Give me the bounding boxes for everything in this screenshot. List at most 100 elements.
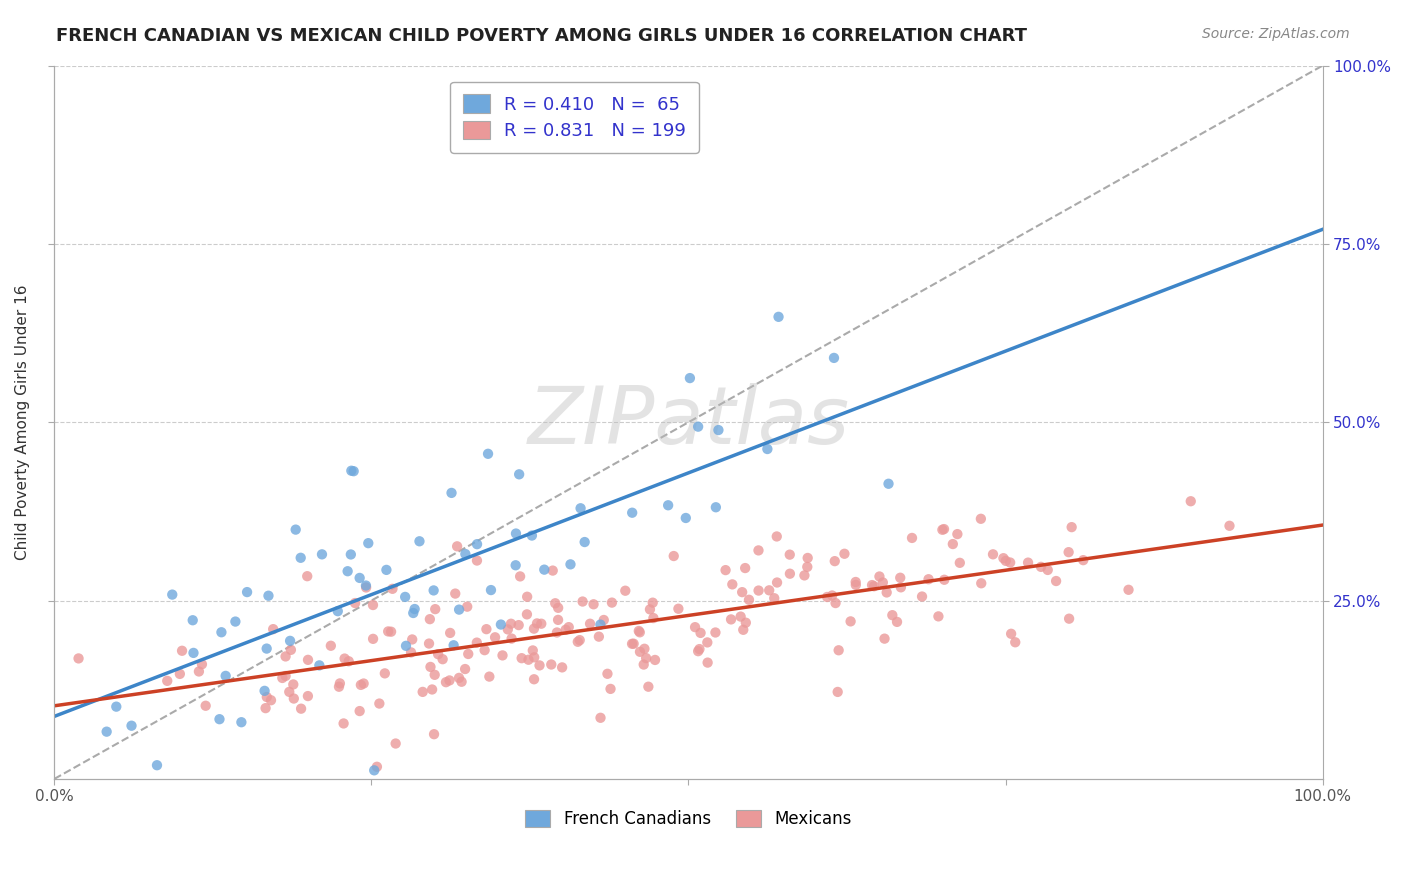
Point [419, 660, 441, 674]
Point [105, 699, 128, 714]
Point [733, 623, 755, 637]
Point [1118, 582, 1140, 597]
Point [547, 600, 569, 615]
Point [510, 651, 533, 665]
Point [508, 467, 530, 482]
Point [384, 737, 406, 751]
Point [256, 641, 278, 656]
Point [508, 618, 530, 632]
Point [353, 676, 375, 690]
Point [763, 591, 786, 606]
Point [596, 666, 619, 681]
Point [523, 650, 546, 665]
Point [290, 550, 312, 565]
Point [796, 560, 818, 574]
Point [349, 571, 371, 585]
Point [1071, 553, 1094, 567]
Point [621, 506, 644, 520]
Point [1218, 518, 1240, 533]
Point [845, 578, 868, 592]
Point [169, 667, 191, 681]
Point [633, 657, 655, 672]
Point [489, 617, 512, 632]
Point [439, 673, 461, 688]
Point [934, 573, 956, 587]
Point [827, 685, 849, 699]
Point [402, 606, 425, 620]
Point [516, 607, 538, 622]
Point [793, 568, 815, 582]
Point [422, 583, 444, 598]
Point [260, 693, 283, 707]
Point [546, 625, 568, 640]
Point [214, 669, 236, 683]
Point [623, 637, 645, 651]
Point [824, 554, 846, 568]
Point [567, 634, 589, 648]
Point [643, 611, 665, 625]
Point [868, 569, 890, 583]
Point [747, 543, 769, 558]
Point [688, 419, 710, 434]
Point [720, 612, 742, 626]
Point [766, 575, 789, 590]
Point [423, 668, 446, 682]
Point [860, 578, 883, 592]
Point [588, 630, 610, 644]
Point [675, 511, 697, 525]
Point [768, 310, 790, 324]
Point [688, 644, 710, 658]
Point [440, 486, 463, 500]
Point [368, 697, 391, 711]
Point [582, 597, 605, 611]
Point [401, 632, 423, 647]
Point [707, 423, 730, 437]
Point [756, 442, 779, 456]
Point [333, 651, 356, 665]
Point [121, 719, 143, 733]
Point [721, 577, 744, 591]
Point [297, 569, 319, 583]
Point [628, 645, 651, 659]
Point [484, 630, 506, 644]
Point [529, 658, 551, 673]
Point [526, 616, 548, 631]
Point [614, 583, 637, 598]
Point [821, 589, 844, 603]
Point [554, 623, 576, 637]
Point [517, 653, 540, 667]
Point [688, 642, 710, 657]
Point [450, 674, 472, 689]
Point [890, 580, 912, 594]
Point [1004, 635, 1026, 649]
Point [679, 371, 702, 385]
Point [420, 682, 443, 697]
Point [877, 476, 900, 491]
Point [380, 624, 402, 639]
Point [541, 564, 564, 578]
Point [231, 715, 253, 730]
Point [425, 602, 447, 616]
Point [627, 624, 650, 638]
Point [683, 620, 706, 634]
Point [730, 609, 752, 624]
Point [530, 616, 553, 631]
Point [146, 758, 169, 772]
Point [332, 716, 354, 731]
Point [1017, 556, 1039, 570]
Point [568, 633, 591, 648]
Point [636, 651, 658, 665]
Point [434, 675, 457, 690]
Point [253, 684, 276, 698]
Point [1000, 627, 1022, 641]
Point [949, 556, 972, 570]
Point [361, 632, 384, 646]
Point [689, 626, 711, 640]
Point [522, 643, 544, 657]
Point [457, 647, 479, 661]
Point [465, 635, 488, 649]
Point [1045, 574, 1067, 588]
Point [446, 539, 468, 553]
Point [67, 651, 90, 665]
Point [779, 548, 801, 562]
